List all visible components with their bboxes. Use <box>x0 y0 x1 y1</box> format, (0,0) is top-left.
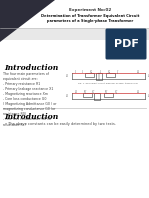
Text: $V_1$: $V_1$ <box>65 92 70 100</box>
Text: The four main parameters of
equivalent circuit are:
- Primary resistance R1
- Pr: The four main parameters of equivalent c… <box>3 72 56 127</box>
Text: $I_2$: $I_2$ <box>99 68 103 76</box>
Text: $V_2$: $V_2$ <box>136 68 140 76</box>
Text: $I_1$: $I_1$ <box>74 68 78 76</box>
Text: PDF: PDF <box>114 39 138 49</box>
FancyBboxPatch shape <box>105 29 146 60</box>
Text: $R_2'$: $R_2'$ <box>104 88 108 96</box>
Text: $I_1$: $I_1$ <box>81 68 85 76</box>
Text: Determination of Transformer Equivalent Circuit: Determination of Transformer Equivalent … <box>41 14 139 18</box>
Bar <box>83 92 92 96</box>
Text: Fig. 1. Equivalent circuit diagram of ideal transformer: Fig. 1. Equivalent circuit diagram of id… <box>78 83 138 84</box>
Bar <box>104 92 113 96</box>
Text: Experiment No:02: Experiment No:02 <box>69 8 111 12</box>
Text: $X_1'$: $X_1'$ <box>91 88 95 96</box>
Text: $R_1'$: $R_1'$ <box>83 88 87 96</box>
Text: parameters of a Single-phase Transformer: parameters of a Single-phase Transformer <box>47 19 133 23</box>
Bar <box>96 72 102 80</box>
Polygon shape <box>0 0 55 42</box>
Text: Introduction: Introduction <box>4 113 58 121</box>
Bar <box>0 28 149 40</box>
Text: $X_2'$: $X_2'$ <box>114 88 118 96</box>
Text: $V_2$: $V_2$ <box>147 72 149 80</box>
Text: $I_2'$: $I_2'$ <box>116 68 120 76</box>
Bar <box>94 92 100 100</box>
Text: $V_2$: $V_2$ <box>136 88 140 96</box>
Text: Introduction: Introduction <box>4 64 58 72</box>
Bar <box>85 72 94 76</box>
Text: $X_1$: $X_1$ <box>89 68 93 76</box>
Bar <box>106 72 115 76</box>
Text: • The above constants can be easily determined by two tests.: • The above constants can be easily dete… <box>5 122 116 126</box>
Text: $V_2$: $V_2$ <box>147 92 149 100</box>
Text: $V_1$: $V_1$ <box>65 72 70 80</box>
Text: $X_2$: $X_2$ <box>107 68 111 76</box>
Text: $V_1$: $V_1$ <box>74 88 78 96</box>
